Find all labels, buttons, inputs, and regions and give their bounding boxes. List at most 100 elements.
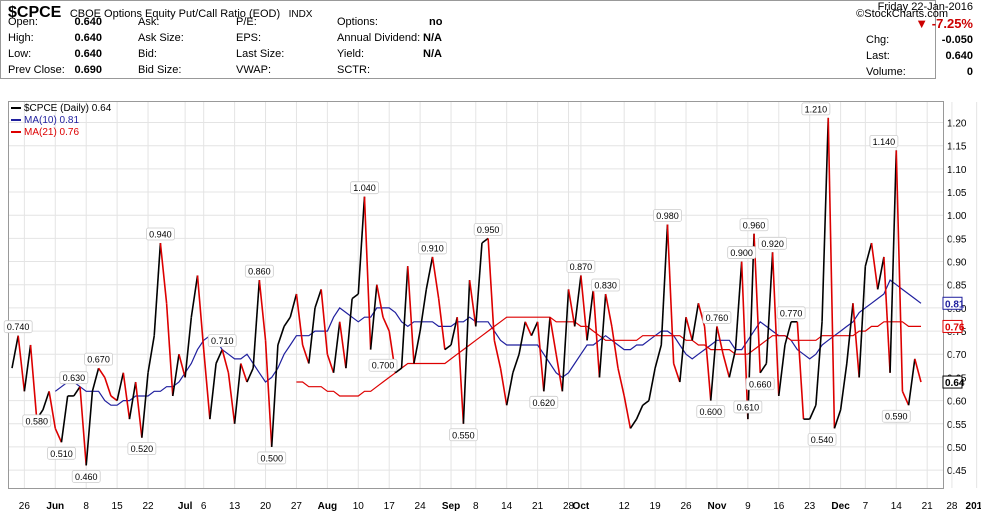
low-label: Low:: [8, 48, 32, 60]
data-label: 0.950: [477, 225, 500, 235]
data-label: 0.550: [452, 430, 475, 440]
price-segment: [431, 256, 440, 299]
data-label: 0.460: [75, 472, 98, 482]
price-segment: [382, 316, 390, 332]
x-tick-label: Aug: [318, 501, 337, 512]
data-label: 0.670: [87, 355, 110, 365]
price-segment: [345, 298, 353, 369]
chg-value: -0.050: [941, 34, 973, 46]
price-segment: [833, 409, 842, 429]
price-segment: [165, 303, 174, 397]
x-tick-label: 9: [745, 501, 751, 512]
legend: $CPCE (Daily) 0.64 MA(10) 0.81 MA(21) 0.…: [11, 103, 111, 139]
x-tick-label: 15: [112, 501, 124, 512]
price-segment: [227, 372, 236, 424]
price-segment: [777, 344, 786, 397]
price-segment: [23, 344, 32, 392]
volume-label: Volume:: [866, 66, 906, 78]
price-segment: [481, 237, 489, 244]
legend-price-label: $CPCE (Daily) 0.64: [24, 103, 112, 114]
price-segment: [642, 399, 650, 406]
annual-dividend-value: N/A: [423, 32, 442, 44]
price-segment: [240, 363, 248, 383]
data-label: 0.710: [211, 336, 234, 346]
data-label: 0.980: [656, 211, 679, 221]
y-tick-label: 0.45: [947, 466, 967, 477]
legend-ma10-label: MA(10) 0.81: [24, 115, 80, 126]
data-label-box: [591, 278, 621, 292]
data-label-box: [3, 320, 33, 334]
legend-ma10: MA(10) 0.81: [11, 115, 111, 127]
legend-ma21-label: MA(21) 0.76: [24, 127, 80, 138]
data-label: 0.540: [811, 435, 834, 445]
prev-close-label: Prev Close:: [8, 64, 65, 76]
price-segment: [221, 349, 230, 373]
price-segment: [846, 303, 854, 364]
data-label-box: [776, 306, 806, 320]
price-segment: [573, 275, 582, 327]
data-label: 0.580: [25, 416, 48, 426]
price-segment: [839, 363, 848, 410]
ma21-last-marker: 0.76: [945, 322, 965, 333]
data-label: 0.830: [594, 281, 617, 291]
x-tick-label: 26: [680, 501, 692, 512]
data-label-box: [127, 442, 157, 456]
price-segment: [314, 289, 322, 309]
price-segment: [202, 349, 211, 420]
price-segment: [277, 326, 285, 346]
y-tick-label: 1.05: [947, 188, 967, 199]
y-tick-label: 0.60: [947, 397, 967, 408]
price-segment: [122, 372, 131, 420]
y-tick-label: 1.20: [947, 119, 967, 130]
price-segment: [586, 289, 595, 341]
y-tick-label: 1.00: [947, 211, 967, 222]
x-tick-label: 28: [946, 501, 958, 512]
price-segment: [611, 326, 619, 369]
data-label-box: [801, 102, 831, 116]
price-segment: [73, 386, 81, 397]
price-segment: [128, 381, 137, 420]
data-label-box: [146, 227, 175, 241]
brand-link[interactable]: ©StockCharts.com: [856, 8, 948, 20]
price-segment: [821, 117, 830, 322]
x-tick-label: 16: [773, 501, 785, 512]
price-segment: [301, 344, 310, 364]
data-label-box: [807, 432, 837, 446]
price-segment: [536, 321, 545, 392]
x-tick-label: 23: [804, 501, 816, 512]
data-label: 1.210: [805, 104, 828, 114]
chg-label: Chg:: [866, 34, 890, 46]
data-label: 0.520: [131, 444, 154, 454]
price-segment: [85, 391, 94, 466]
data-label-box: [566, 260, 596, 273]
data-label: 1.040: [353, 183, 376, 193]
price-segment: [530, 321, 539, 337]
symbol-description: CBOE Options Equity Put/Call Ratio (EOD): [69, 8, 281, 20]
high-value: 0.640: [74, 32, 102, 44]
price-segment: [493, 340, 502, 369]
x-tick-label: Jun: [46, 501, 64, 512]
x-tick-label: 14: [891, 501, 903, 512]
x-tick-label: 8: [83, 501, 89, 512]
price-segment: [654, 344, 663, 369]
price-segment: [864, 242, 873, 267]
price-segment: [765, 252, 774, 364]
price-segment: [679, 317, 687, 383]
x-tick-label: Sep: [442, 501, 460, 512]
price-segment: [258, 280, 267, 341]
prev-close-value: 0.690: [74, 64, 102, 76]
price-segment: [363, 196, 372, 350]
price-segment: [468, 279, 477, 327]
price-segment: [505, 372, 514, 406]
data-label: 0.860: [248, 267, 271, 277]
price-segment: [889, 150, 898, 373]
x-tick-label: 21: [922, 501, 934, 512]
price-segment: [815, 321, 823, 406]
ma10-last-marker-box: [942, 296, 963, 310]
legend-price: $CPCE (Daily) 0.64: [11, 103, 111, 115]
data-label-box: [350, 181, 379, 195]
data-label-box: [529, 395, 559, 409]
price-segment: [17, 335, 26, 392]
price-segment: [326, 353, 335, 374]
data-label-box: [244, 264, 274, 278]
